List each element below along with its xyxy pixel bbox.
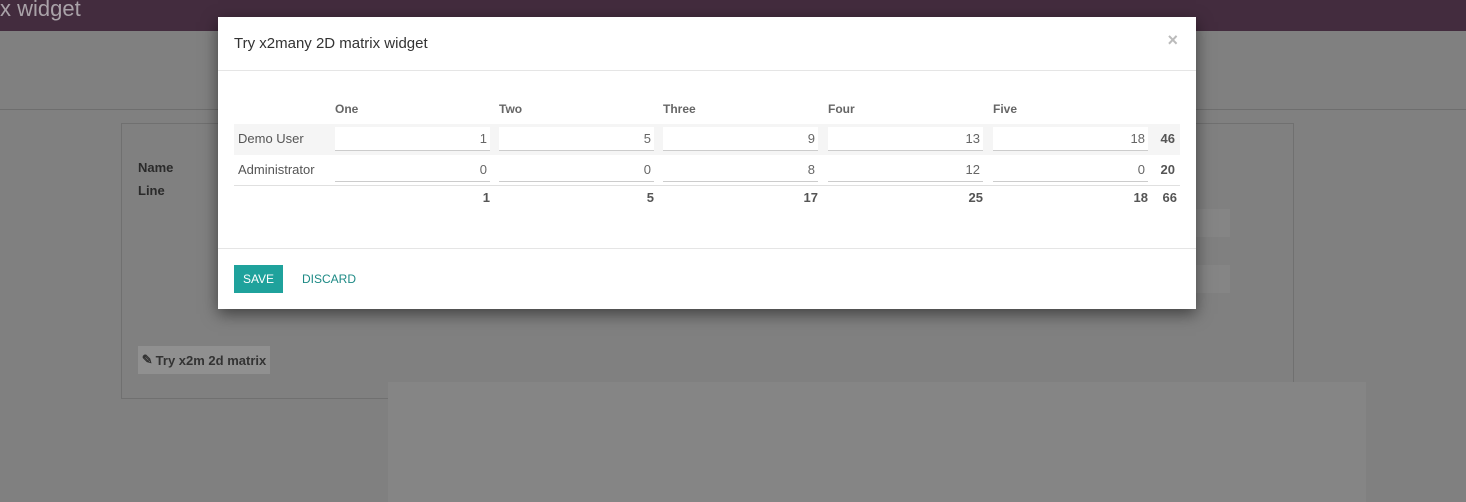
dialog-title: Try x2many 2D matrix widget (234, 35, 428, 52)
header-divider (218, 70, 1196, 71)
column-header: Two (499, 102, 523, 116)
column-header: Three (663, 102, 696, 116)
matrix-cell-input[interactable]: 0 (993, 158, 1148, 182)
matrix-cell-input[interactable]: 0 (335, 158, 490, 182)
row-total: 46 (1160, 131, 1175, 146)
column-total: 1 (482, 190, 490, 205)
row-label: Demo User (238, 131, 304, 146)
column-total: 5 (646, 190, 654, 205)
field-label-line: Line (138, 183, 165, 198)
close-icon[interactable]: × (1167, 30, 1178, 50)
discard-button[interactable]: DISCARD (302, 272, 357, 286)
column-header: Five (993, 102, 1018, 116)
grand-total: 66 (1162, 190, 1177, 205)
field-input (1196, 209, 1230, 237)
footer-divider (218, 248, 1196, 249)
matrix-cell-input[interactable]: 5 (499, 127, 654, 151)
column-total: 18 (1133, 190, 1148, 205)
matrix-cell-input[interactable]: 0 (499, 158, 654, 182)
matrix-cell-input[interactable]: 8 (663, 158, 818, 182)
matrix-cell-input[interactable]: 18 (993, 127, 1148, 151)
try-matrix-button[interactable]: ✎ Try x2m 2d matrix (138, 346, 270, 374)
column-total: 25 (968, 190, 983, 205)
matrix-cell-input[interactable]: 9 (663, 127, 818, 151)
totals-divider (234, 185, 1180, 186)
field-label-name: Name (138, 160, 174, 175)
column-header: Four (828, 102, 855, 116)
matrix-cell-input[interactable]: 12 (828, 158, 983, 182)
matrix-dialog: Try x2many 2D matrix widget × One Two Thre… (218, 17, 1196, 309)
background-panel (388, 382, 1366, 502)
row-total: 20 (1160, 162, 1175, 177)
edit-icon: ✎ (141, 352, 153, 367)
column-header: One (335, 102, 359, 116)
matrix-cell-input[interactable]: 13 (828, 127, 983, 151)
save-button[interactable]: SAVE (234, 265, 283, 293)
matrix-cell-input[interactable]: 1 (335, 127, 490, 151)
field-input (1196, 265, 1230, 293)
page-title: x widget (0, 0, 81, 21)
try-matrix-label: Try x2m 2d matrix (155, 352, 267, 368)
column-total: 17 (803, 190, 818, 205)
row-label: Administrator (238, 162, 315, 177)
